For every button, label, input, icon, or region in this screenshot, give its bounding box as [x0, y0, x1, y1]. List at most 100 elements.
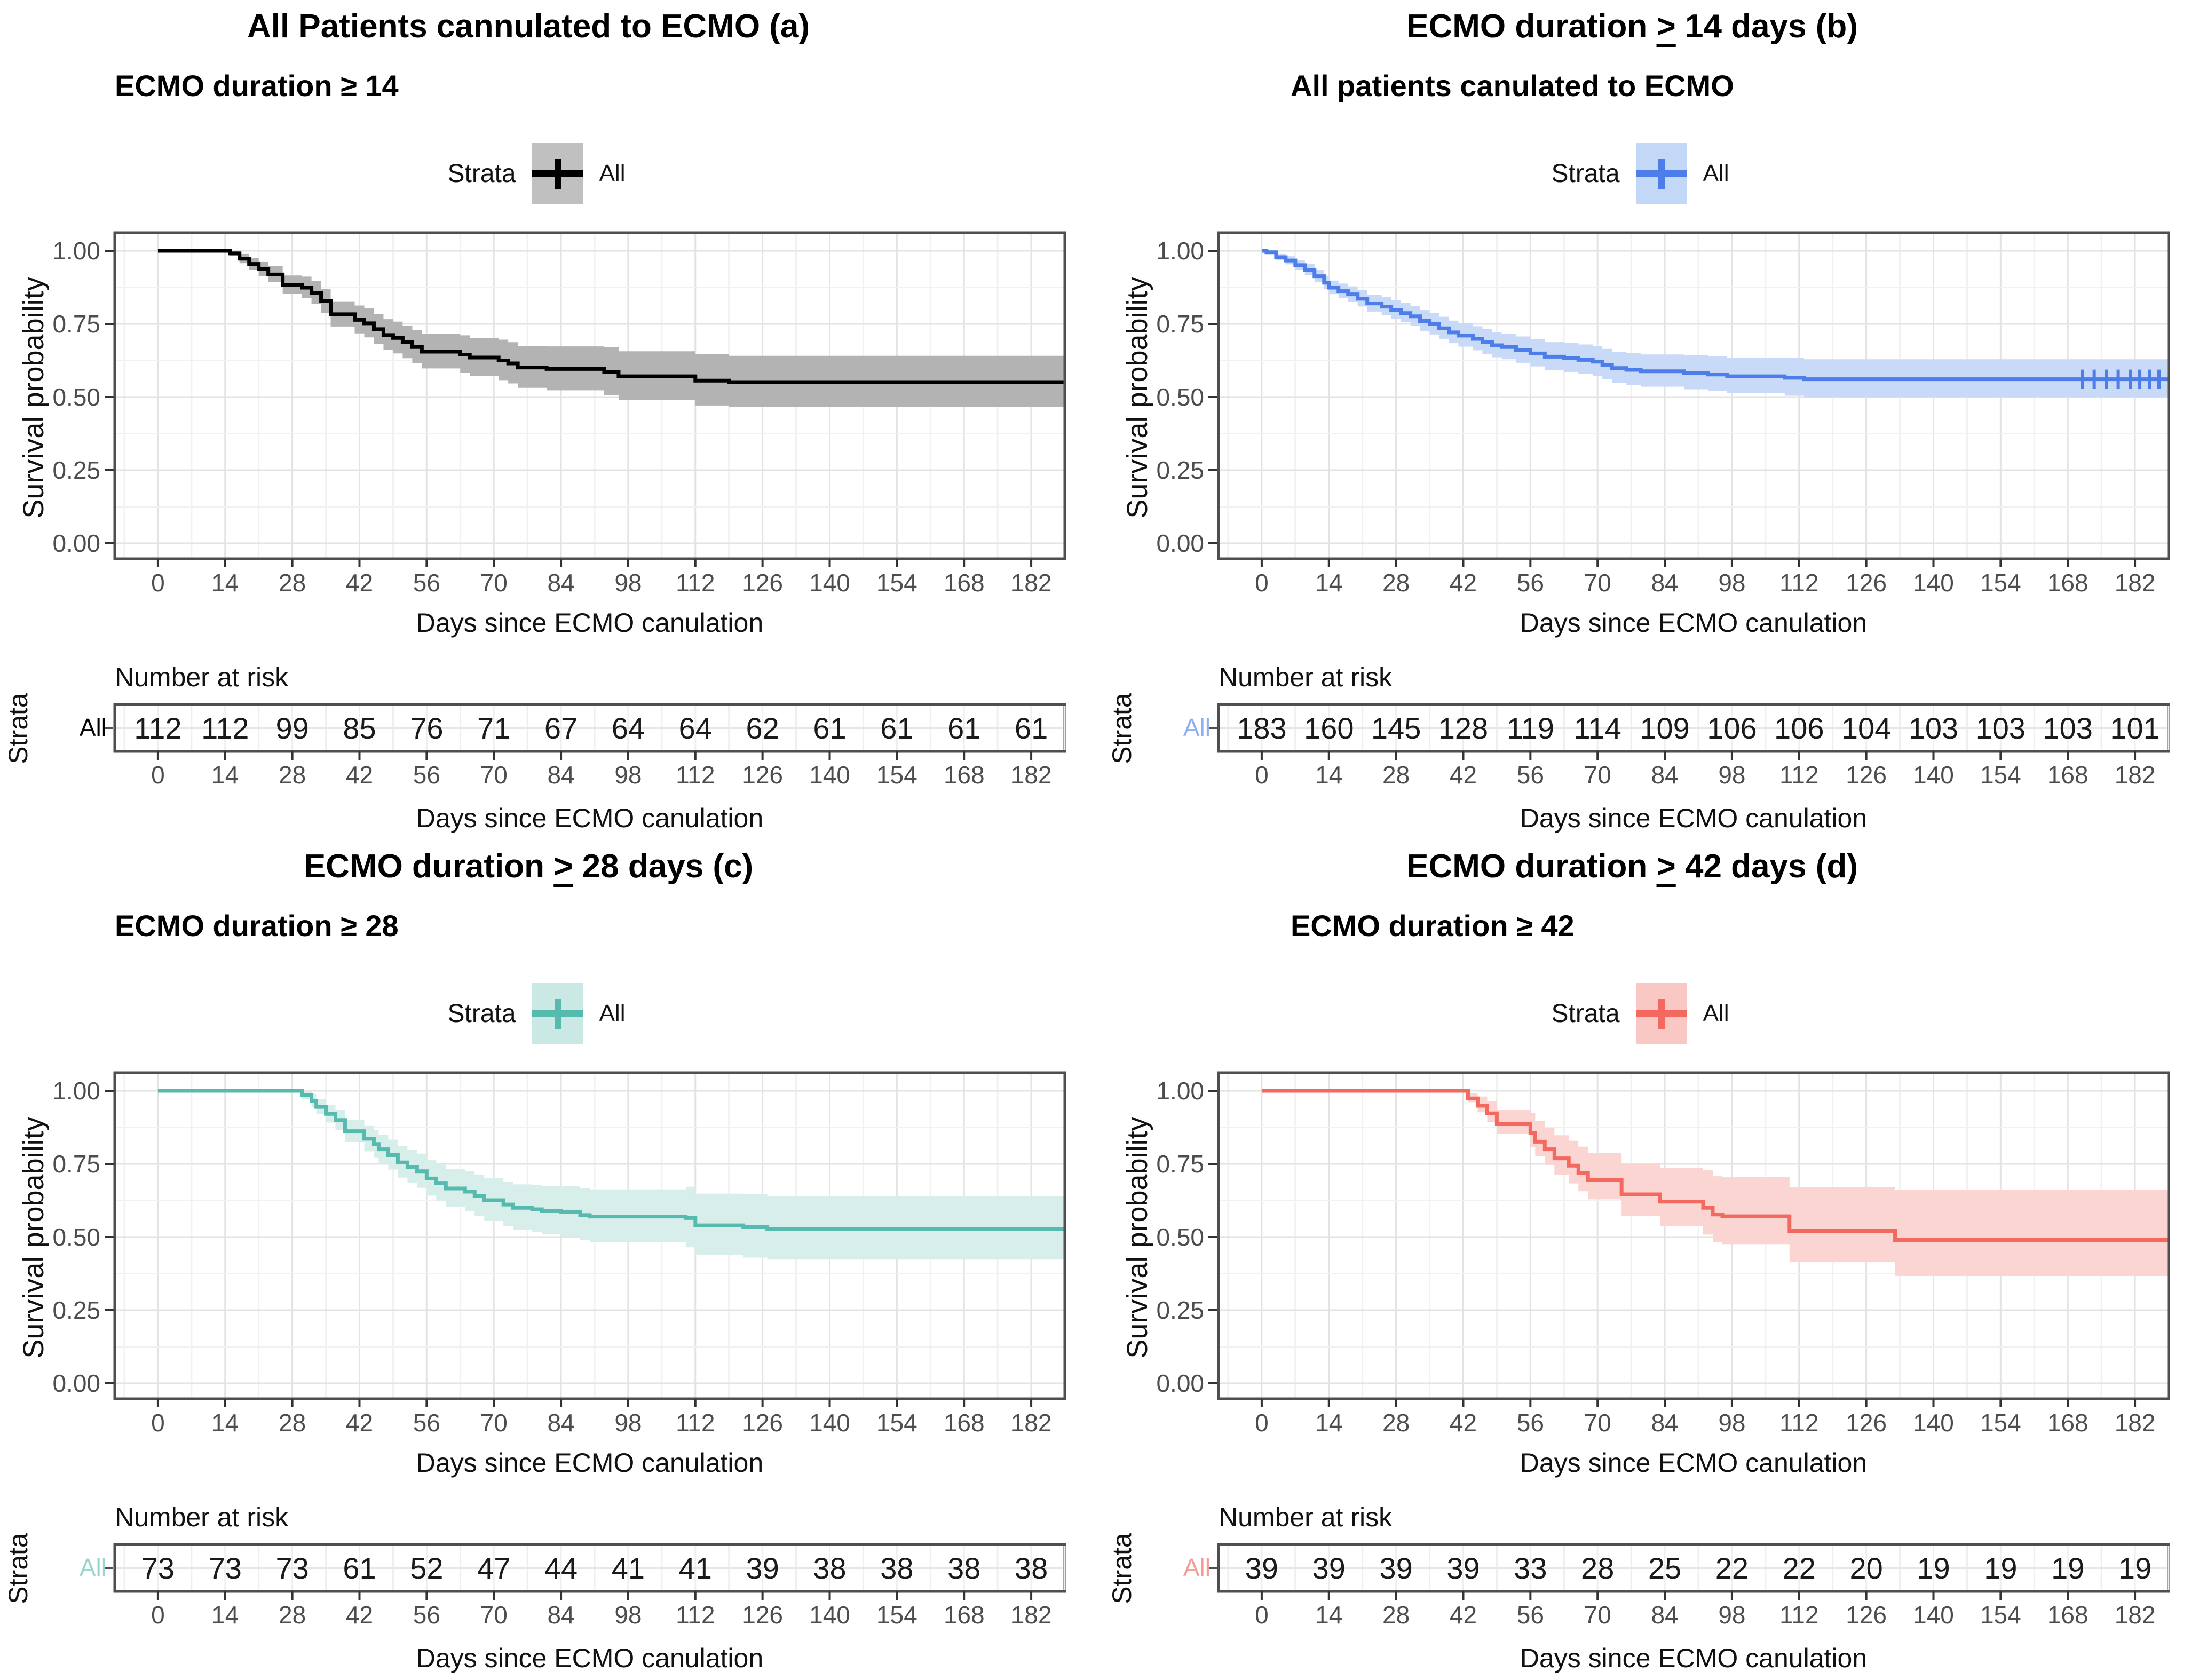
y-tick-label: 0.50 — [52, 383, 100, 411]
x-tick-label: 112 — [676, 569, 715, 597]
risk-count: 183 — [1237, 711, 1286, 745]
survival-plot: 1.00 0.75 0.50 0.25 0.00 0 14 28 42 56 70 84 98 112 12… — [52, 1071, 1066, 1437]
y-tick-label: 0.75 — [1156, 310, 1204, 338]
risk-x-tick-label: 140 — [809, 1601, 850, 1629]
risk-count: 73 — [209, 1551, 242, 1585]
risk-x-tick-label: 126 — [1846, 761, 1887, 789]
panel-subtitle: ECMO duration ≥ 42 — [1291, 909, 1575, 942]
x-tick-label: 98 — [614, 569, 642, 597]
risk-count: 128 — [1438, 711, 1488, 745]
risk-row-label: All — [1183, 1554, 1211, 1581]
risk-x-tick-label: 14 — [211, 761, 239, 789]
risk-table: 183 0 160 14 145 28 128 42 119 56 114 70 109 84 106 98 1… — [1209, 703, 2170, 789]
risk-x-tick-label: 140 — [1913, 761, 1954, 789]
risk-count: 101 — [2110, 711, 2159, 745]
x-tick-label: 56 — [1517, 1409, 1544, 1437]
survival-curve — [157, 1089, 1065, 1231]
risk-count: 112 — [134, 711, 181, 745]
panel-subtitle: ECMO duration ≥ 14 — [115, 69, 399, 102]
x-tick-label: 42 — [1450, 569, 1477, 597]
legend-title: Strata — [1551, 999, 1620, 1028]
x-tick-label: 84 — [1651, 569, 1678, 597]
risk-x-tick-label: 84 — [547, 1601, 574, 1629]
risk-count: 99 — [275, 711, 308, 745]
risk-count: 47 — [477, 1551, 510, 1585]
risk-x-axis-title: Days since ECMO canulation — [1520, 1643, 1868, 1673]
risk-count: 103 — [1909, 711, 1958, 745]
risk-x-tick-label: 182 — [1011, 1601, 1052, 1629]
risk-x-tick-label: 140 — [809, 761, 850, 789]
x-tick-label: 126 — [1846, 569, 1887, 597]
x-tick-label: 140 — [809, 569, 850, 597]
legend-item-all: All — [599, 160, 626, 186]
risk-count: 19 — [2118, 1551, 2151, 1585]
risk-table-header: Number at risk — [1219, 662, 1393, 692]
risk-count: 38 — [880, 1551, 913, 1585]
risk-x-tick-label: 182 — [1011, 761, 1052, 789]
risk-count: 103 — [1976, 711, 2026, 745]
risk-count: 64 — [612, 711, 645, 745]
risk-x-tick-label: 98 — [1718, 1601, 1745, 1629]
legend-key-icon — [1635, 143, 1687, 204]
risk-count: 106 — [1707, 711, 1757, 745]
risk-table-header: Number at risk — [1219, 1502, 1393, 1532]
x-tick-label: 70 — [1584, 569, 1611, 597]
x-tick-label: 126 — [742, 569, 783, 597]
risk-x-tick-label: 112 — [1779, 1601, 1818, 1629]
survival-curve — [1261, 249, 2169, 382]
risk-count: 19 — [2051, 1551, 2084, 1585]
x-tick-label: 14 — [1315, 569, 1342, 597]
risk-count: 38 — [1015, 1551, 1048, 1585]
risk-count: 114 — [1574, 711, 1621, 745]
survival-curve — [1261, 1089, 2169, 1242]
risk-row-label: All — [79, 1554, 107, 1581]
legend: Strata All — [0, 143, 1073, 204]
risk-row-label: All — [1183, 714, 1211, 741]
x-tick-label: 168 — [944, 569, 985, 597]
risk-table: 39 0 39 14 39 28 39 42 33 56 28 70 25 84 22 98 22 112 20 12… — [1209, 1543, 2170, 1629]
x-tick-label: 168 — [2047, 1409, 2089, 1437]
risk-count: 22 — [1783, 1551, 1816, 1585]
plot-border — [113, 1071, 1066, 1400]
plot-border — [1217, 1071, 2170, 1400]
x-axis-title: Days since ECMO canulation — [416, 1448, 764, 1478]
x-tick-label: 70 — [1584, 1409, 1611, 1437]
risk-count: 76 — [410, 711, 443, 745]
risk-count: 61 — [813, 711, 846, 745]
risk-count: 33 — [1514, 1551, 1547, 1585]
risk-x-tick-label: 168 — [2047, 761, 2089, 789]
y-tick-label: 0.00 — [1156, 1369, 1204, 1397]
risk-x-tick-label: 112 — [1779, 761, 1818, 789]
risk-x-tick-label: 42 — [1450, 1601, 1477, 1629]
risk-x-tick-label: 154 — [1980, 761, 2021, 789]
x-tick-label: 112 — [1779, 1409, 1818, 1437]
risk-x-tick-label: 98 — [614, 1601, 642, 1629]
risk-count: 104 — [1841, 711, 1891, 745]
x-tick-label: 84 — [1651, 1409, 1678, 1437]
risk-count: 67 — [544, 711, 578, 745]
risk-count: 52 — [410, 1551, 443, 1585]
risk-x-axis-title: Days since ECMO canulation — [1520, 803, 1868, 833]
x-tick-label: 42 — [346, 569, 373, 597]
panel-title: ECMO duration > 28 days (c) — [303, 848, 754, 885]
x-tick-label: 0 — [1255, 569, 1269, 597]
x-tick-label: 182 — [1011, 1409, 1052, 1437]
risk-count: 64 — [679, 711, 712, 745]
risk-x-tick-label: 98 — [614, 761, 642, 789]
legend-title: Strata — [447, 999, 516, 1028]
legend: Strata All — [1104, 143, 2177, 204]
survival-curve — [157, 249, 1065, 384]
risk-x-tick-label: 154 — [1980, 1601, 2021, 1629]
y-tick-label: 0.50 — [1156, 1223, 1204, 1251]
x-tick-label: 0 — [151, 569, 165, 597]
panel-title: ECMO duration > 42 days (d) — [1406, 848, 1858, 885]
x-tick-label: 0 — [151, 1409, 165, 1437]
risk-x-tick-label: 112 — [676, 1601, 715, 1629]
risk-count: 39 — [1245, 1551, 1278, 1585]
risk-x-tick-label: 168 — [2047, 1601, 2089, 1629]
risk-count: 20 — [1849, 1551, 1882, 1585]
risk-count: 61 — [1015, 711, 1048, 745]
x-tick-label: 112 — [676, 1409, 715, 1437]
plot-border — [113, 231, 1066, 560]
risk-count: 73 — [275, 1551, 308, 1585]
